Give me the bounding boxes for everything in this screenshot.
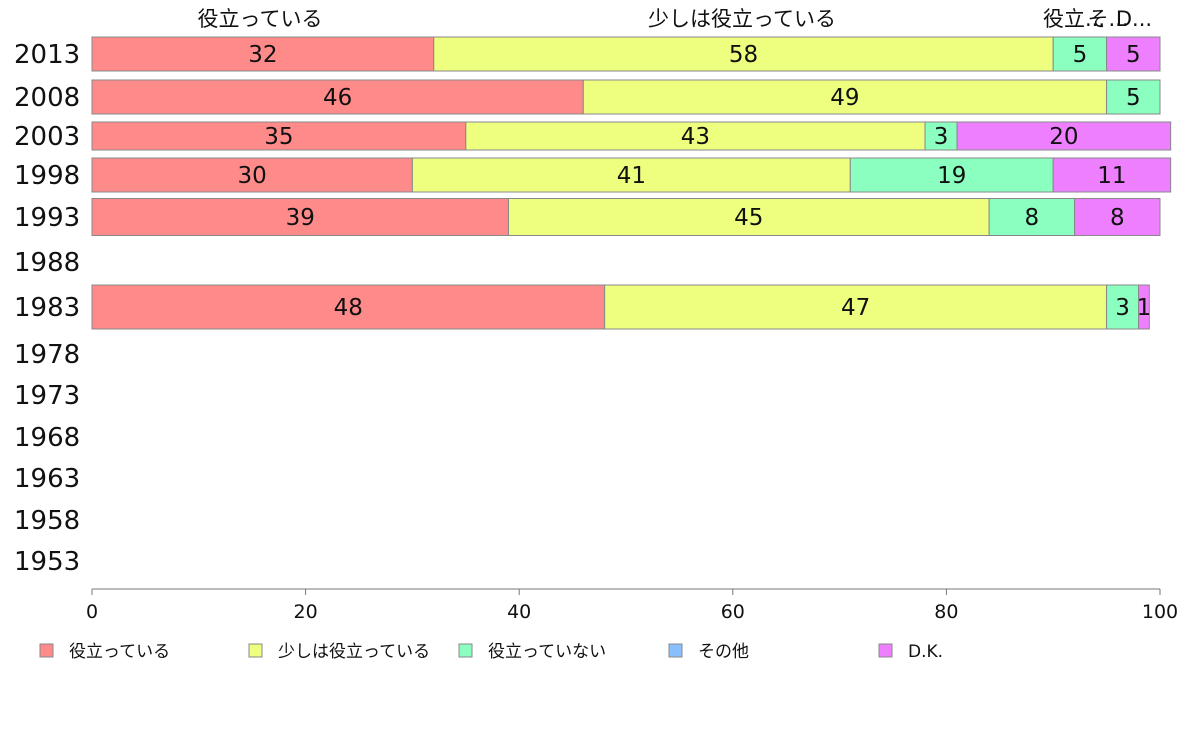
bar-value-label: 8	[1110, 205, 1125, 231]
legend-swatch	[458, 643, 473, 658]
top-series-label: そ...	[1087, 7, 1128, 31]
legend-label: 役立っていない	[488, 642, 606, 662]
bar-segment	[91, 36, 435, 72]
bar-segment	[1106, 79, 1161, 115]
bar-value-label: 5	[1126, 42, 1141, 68]
legend-swatch	[248, 643, 263, 658]
bar-value-label: 32	[248, 42, 277, 68]
bar-value-label: 8	[1025, 205, 1040, 231]
bar-segment	[91, 79, 584, 115]
legend-item: 役立っていない	[458, 642, 606, 662]
legend-swatch	[668, 643, 683, 658]
top-series-label: D...	[1116, 7, 1152, 31]
bar-segment	[849, 157, 1054, 193]
legend-label: D.K.	[908, 642, 943, 662]
category-label: 2008	[14, 83, 80, 113]
bar-value-label: 39	[286, 205, 315, 231]
category-label: 1968	[14, 423, 80, 453]
category-label: 1958	[14, 506, 80, 536]
legend-label: 役立っている	[69, 642, 170, 662]
bar-segment	[411, 157, 851, 193]
bar-segment	[924, 121, 958, 151]
legend-item: 役立っている	[39, 642, 170, 662]
top-series-label: 少しは役立っている	[648, 7, 836, 31]
bar-value-label: 49	[830, 85, 859, 111]
bar-segment	[988, 198, 1076, 236]
top-series-labels: 役立っている 少しは役立っている 役立...そ...D...	[198, 7, 1153, 31]
x-tick-label: 60	[721, 601, 745, 623]
bar-segment	[508, 198, 990, 236]
category-label: 1973	[14, 381, 80, 411]
x-tick-label: 80	[934, 601, 958, 623]
category-label: 1963	[14, 464, 80, 494]
category-label: 1953	[14, 547, 80, 577]
bar-value-label: 5	[1073, 42, 1088, 68]
bar-value-label: 47	[841, 295, 870, 321]
bar-value-label: 3	[1115, 295, 1130, 321]
x-tick-label: 40	[507, 601, 531, 623]
top-series-label: 役立...	[1043, 7, 1105, 31]
bar-value-label: 58	[729, 42, 758, 68]
bar-value-label: 30	[238, 163, 267, 189]
bar-segment	[465, 121, 926, 151]
legend-swatch	[878, 643, 893, 658]
bar-segment	[1052, 157, 1172, 193]
bar-value-label: 35	[264, 124, 293, 150]
bar-value-label: 5	[1126, 85, 1141, 111]
bar-value-label: 20	[1049, 124, 1078, 150]
x-tick-label: 100	[1142, 601, 1178, 623]
bar-value-label: 45	[734, 205, 763, 231]
category-label: 1988	[14, 248, 80, 278]
category-label: 1993	[14, 203, 80, 233]
bar-value-label: 19	[937, 163, 966, 189]
bar-segment	[1074, 198, 1161, 236]
category-labels: 2013 2008 2003 1998 1993 1988 1983 1978 1973 1968…	[14, 40, 80, 577]
bar-value-label: 48	[334, 295, 363, 321]
bar-segment	[604, 284, 1108, 330]
bar-segment	[91, 157, 413, 193]
bar-segment	[1106, 36, 1161, 72]
bar-value-label: 3	[934, 124, 949, 150]
legend-item: D.K.	[878, 642, 943, 662]
legend-swatch	[39, 643, 54, 658]
x-tick-label: 20	[294, 601, 318, 623]
category-label: 2003	[14, 122, 80, 152]
category-label: 1983	[14, 293, 80, 323]
bar-value-label: 41	[617, 163, 646, 189]
bar-segment	[956, 121, 1172, 151]
legend-label: 少しは役立っている	[278, 642, 430, 662]
category-label: 2013	[14, 40, 80, 70]
top-series-label: 役立っている	[198, 7, 323, 31]
legend-label: その他	[698, 642, 749, 662]
bar-segment	[1138, 284, 1150, 330]
bar-value-label: 43	[681, 124, 710, 150]
legend-item: 少しは役立っている	[248, 642, 430, 662]
category-label: 1998	[14, 161, 80, 191]
bar-segment	[582, 79, 1108, 115]
legend-item: その他	[668, 642, 749, 662]
bar-value-label: 46	[323, 85, 352, 111]
bar-segment	[91, 121, 467, 151]
category-label: 1978	[14, 340, 80, 370]
bar-value-label: 1	[1137, 295, 1152, 321]
bar-value-label: 11	[1097, 163, 1126, 189]
legend: 役立っている 少しは役立っている 役立っていない その他 D.K.	[39, 642, 943, 662]
x-tick-label: 0	[86, 601, 98, 623]
x-axis: 0 20 40 60 80 100	[86, 588, 1178, 623]
